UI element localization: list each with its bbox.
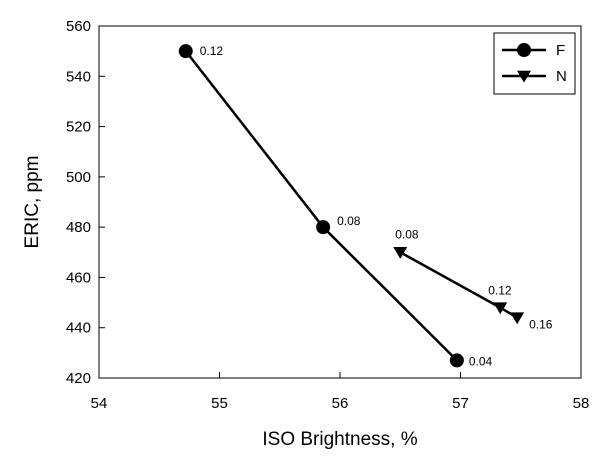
series-layer: 0.12 0.08 0.04 0.08 0.12 0.16	[178, 44, 553, 368]
data-label: 0.12	[488, 284, 512, 298]
y-tick-label: 420	[66, 370, 91, 387]
data-label: 0.04	[469, 354, 493, 368]
legend-marker-circle	[517, 43, 531, 57]
data-point-circle	[178, 44, 193, 59]
legend-marker-triangle-down	[517, 70, 531, 83]
x-tick-label: 55	[211, 395, 228, 412]
y-tick-label: 520	[66, 119, 91, 136]
x-tick-label: 58	[573, 395, 590, 412]
data-point-triangle-down	[510, 312, 525, 325]
legend-box	[493, 32, 576, 95]
y-tick-label: 440	[66, 320, 91, 337]
x-tick-label: 56	[332, 395, 349, 412]
y-tick-label: 460	[66, 269, 91, 286]
data-point-circle	[316, 220, 331, 235]
data-point-circle	[449, 353, 464, 368]
series-line	[184, 50, 458, 362]
data-label: 0.16	[529, 318, 553, 332]
y-tick-label: 500	[66, 169, 91, 186]
series-N: 0.08 0.12 0.16	[393, 227, 553, 332]
y-tick-label: 540	[66, 68, 91, 85]
x-axis-title: ISO Brightness, %	[262, 429, 417, 450]
y-tick-label: 480	[66, 219, 91, 236]
legend-item-F: F	[502, 42, 565, 59]
legend-item-N: N	[502, 68, 567, 85]
data-label: 0.08	[337, 214, 361, 228]
legend-label: F	[556, 42, 565, 59]
y-tick-label: 560	[66, 18, 91, 35]
x-axis: 54 55 56 57 58	[91, 372, 590, 412]
data-point-triangle-down	[393, 247, 408, 259]
x-tick-label: 54	[91, 395, 108, 412]
legend: FN	[493, 32, 576, 95]
x-tick-label: 57	[452, 395, 469, 412]
legend-label: N	[556, 68, 567, 85]
data-label: 0.12	[200, 44, 224, 58]
data-point-triangle-down	[493, 302, 508, 315]
data-label: 0.08	[395, 227, 419, 241]
y-axis: 420 440 460 480 500 520 540 560	[66, 18, 105, 387]
y-axis-title: ERIC, ppm	[22, 156, 43, 249]
series-F: 0.12 0.08 0.04	[178, 44, 493, 368]
